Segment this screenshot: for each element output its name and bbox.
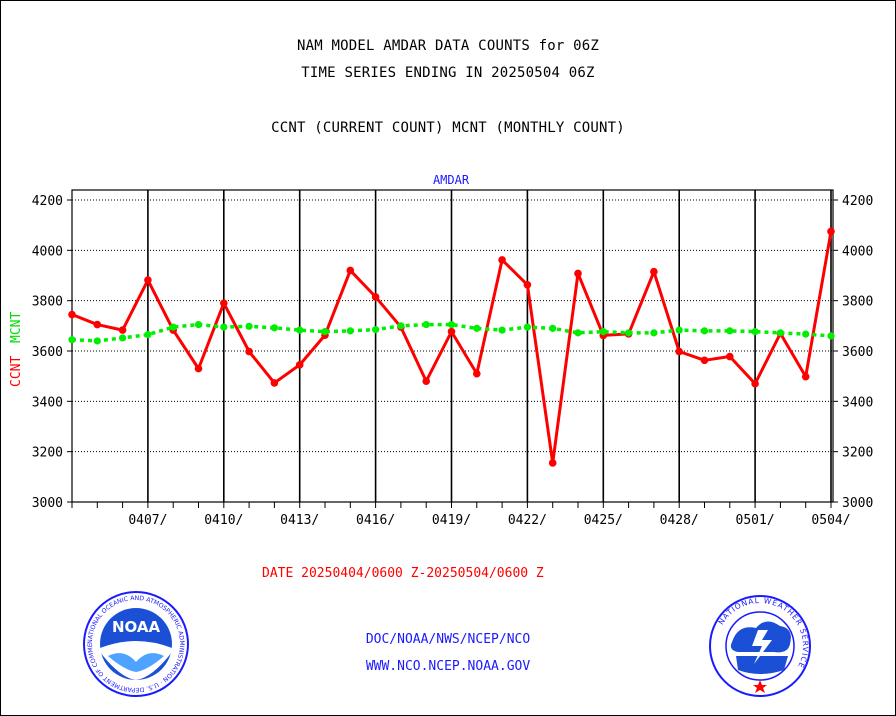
y-tick-label-left: 3000	[32, 496, 63, 511]
chart-title-line-2: TIME SERIES ENDING IN 20250504 06Z	[301, 65, 595, 81]
data-point-mcnt	[169, 323, 177, 331]
data-point-ccnt	[194, 364, 203, 373]
y-tick-label-left: 3600	[32, 345, 63, 360]
data-point-mcnt	[296, 326, 304, 334]
data-point-mcnt	[119, 334, 127, 342]
data-point-ccnt	[270, 379, 279, 387]
data-point-ccnt	[118, 326, 127, 334]
website-link[interactable]: WWW.NCO.NCEP.NOAA.GOV	[365, 659, 531, 674]
data-point-ccnt	[68, 310, 76, 319]
data-point-mcnt	[68, 336, 76, 344]
y-tick-label-left: 4000	[32, 244, 63, 259]
data-point-mcnt	[372, 326, 380, 334]
data-point-ccnt	[245, 347, 253, 356]
data-point-mcnt	[599, 328, 607, 336]
nws-logo-icon: NATIONAL WEATHER SERVICE	[709, 595, 811, 697]
noaa-logo-icon: NOAA NATIONAL OCEANIC AND ATMOSPHERIC AD…	[82, 590, 189, 697]
chart-title-line-1: NAM MODEL AMDAR DATA COUNTS for 06Z	[296, 38, 599, 54]
x-tick-label: 0428/	[660, 513, 699, 528]
data-point-ccnt	[422, 377, 431, 386]
data-point-mcnt	[93, 337, 101, 345]
y-tick-label-right: 4000	[842, 244, 873, 259]
data-point-mcnt	[498, 326, 506, 334]
data-point-mcnt	[144, 331, 152, 339]
y-tick-label-right: 4200	[842, 194, 873, 209]
data-point-ccnt	[447, 327, 456, 336]
data-point-mcnt	[675, 326, 683, 334]
data-point-mcnt	[726, 327, 734, 335]
data-point-ccnt	[801, 372, 810, 381]
data-point-ccnt	[523, 281, 532, 289]
y-tick-label-right: 3000	[842, 496, 873, 511]
data-point-mcnt	[776, 329, 785, 337]
data-point-ccnt	[220, 299, 228, 307]
x-tick-label: 0504/	[811, 513, 850, 528]
y-axis-label-mcnt: MCNT	[9, 312, 24, 343]
x-tick-label: 0416/	[356, 513, 395, 528]
y-tick-label-right: 3800	[842, 295, 873, 310]
x-tick-label: 0425/	[584, 513, 623, 528]
series-layer	[68, 227, 835, 467]
y-tick-label-left: 3800	[32, 295, 63, 310]
axes-layer: 3000 3000 3200 3200 3400 3400 3600 3600 3800 3800…	[32, 189, 873, 528]
x-tick-label: 0422/	[508, 513, 547, 528]
data-point-mcnt	[625, 329, 633, 337]
y-tick-label-right: 3200	[842, 446, 873, 461]
data-point-ccnt	[295, 361, 304, 369]
data-point-mcnt	[321, 328, 329, 336]
panel-title: AMDAR	[433, 173, 470, 187]
data-point-ccnt	[675, 347, 683, 356]
data-point-ccnt	[548, 459, 557, 467]
data-point-ccnt	[144, 276, 152, 284]
data-point-ccnt	[751, 379, 759, 388]
y-tick-label-left: 3400	[32, 395, 63, 410]
y-tick-label-right: 3400	[842, 395, 873, 410]
x-tick-label: 0410/	[204, 513, 243, 528]
data-point-ccnt	[827, 227, 835, 236]
x-tick-label: 0413/	[280, 513, 319, 528]
data-point-ccnt	[726, 352, 734, 361]
data-point-ccnt	[93, 320, 102, 329]
x-tick-label: 0419/	[432, 513, 471, 528]
y-tick-label-right: 3600	[842, 345, 873, 360]
grid-layer	[72, 190, 833, 502]
y-axis-label-ccnt: CCNT	[9, 356, 24, 387]
data-point-ccnt	[371, 293, 380, 301]
data-point-ccnt	[700, 356, 709, 365]
plot-area-border	[71, 189, 834, 503]
data-point-mcnt	[523, 323, 532, 331]
data-point-ccnt	[650, 267, 658, 276]
data-point-mcnt	[346, 327, 354, 335]
data-point-mcnt	[700, 327, 709, 335]
chart-subtitle-legend: CCNT (CURRENT COUNT) MCNT (MONTHLY COUNT…	[271, 120, 625, 136]
data-point-mcnt	[220, 323, 228, 331]
data-point-mcnt	[245, 322, 253, 330]
data-point-mcnt	[194, 320, 203, 329]
data-point-mcnt	[751, 328, 759, 336]
data-point-mcnt	[574, 329, 582, 337]
org-path-link[interactable]: DOC/NOAA/NWS/NCEP/NCO	[365, 632, 531, 647]
data-point-mcnt	[827, 332, 835, 340]
data-point-mcnt	[447, 320, 456, 329]
data-point-mcnt	[270, 324, 278, 332]
amdar-time-series-chart: AMDAR 3000 3000 3200 3200 3400 3400 3600 3600 38…	[9, 173, 873, 528]
y-tick-label-left: 3200	[32, 446, 63, 461]
y-tick-label-left: 4200	[32, 194, 63, 209]
data-point-ccnt	[498, 256, 506, 264]
x-tick-label: 0501/	[736, 513, 775, 528]
data-point-mcnt	[549, 324, 557, 332]
data-point-mcnt	[802, 330, 810, 338]
data-point-mcnt	[422, 320, 430, 329]
data-point-ccnt	[346, 266, 355, 275]
data-point-mcnt	[473, 324, 481, 332]
x-tick-label: 0407/	[128, 513, 167, 528]
data-point-mcnt	[650, 329, 658, 337]
data-point-ccnt	[574, 269, 582, 278]
noaa-logo-text: NOAA	[112, 618, 161, 636]
data-point-mcnt	[397, 322, 405, 330]
data-point-ccnt	[473, 369, 481, 378]
date-range-label: DATE 20250404/0600 Z-20250504/0600 Z	[262, 566, 544, 581]
